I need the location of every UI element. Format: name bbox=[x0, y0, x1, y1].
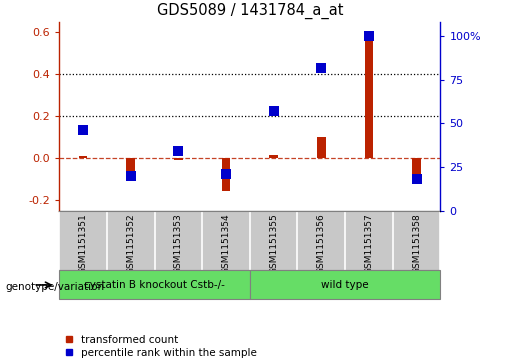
Text: GSM1151354: GSM1151354 bbox=[221, 213, 230, 274]
Point bbox=[174, 148, 182, 154]
Text: wild type: wild type bbox=[321, 280, 369, 290]
Point bbox=[413, 176, 421, 182]
Point bbox=[127, 173, 135, 179]
Text: GSM1151356: GSM1151356 bbox=[317, 213, 325, 274]
Bar bbox=[250, 270, 440, 299]
Bar bbox=[126, 158, 135, 171]
Text: genotype/variation: genotype/variation bbox=[5, 282, 104, 292]
Text: cystatin B knockout Cstb-/-: cystatin B knockout Cstb-/- bbox=[84, 280, 225, 290]
Bar bbox=[221, 158, 230, 191]
Text: GSM1151351: GSM1151351 bbox=[79, 213, 88, 274]
Text: GSM1151357: GSM1151357 bbox=[365, 213, 373, 274]
Point bbox=[317, 65, 325, 70]
Bar bbox=[269, 155, 278, 158]
Bar bbox=[365, 36, 373, 158]
Point bbox=[365, 33, 373, 39]
Point bbox=[269, 108, 278, 114]
Bar bbox=[174, 158, 183, 160]
Bar bbox=[59, 270, 250, 299]
Text: GSM1151355: GSM1151355 bbox=[269, 213, 278, 274]
Text: GSM1151358: GSM1151358 bbox=[412, 213, 421, 274]
Text: GSM1151353: GSM1151353 bbox=[174, 213, 183, 274]
Title: GDS5089 / 1431784_a_at: GDS5089 / 1431784_a_at bbox=[157, 3, 343, 19]
Text: GSM1151352: GSM1151352 bbox=[126, 213, 135, 274]
Point bbox=[222, 171, 230, 177]
Legend: transformed count, percentile rank within the sample: transformed count, percentile rank withi… bbox=[64, 335, 257, 358]
Bar bbox=[412, 158, 421, 177]
Bar bbox=[79, 156, 88, 158]
Bar bbox=[317, 137, 325, 158]
Point bbox=[79, 127, 87, 133]
